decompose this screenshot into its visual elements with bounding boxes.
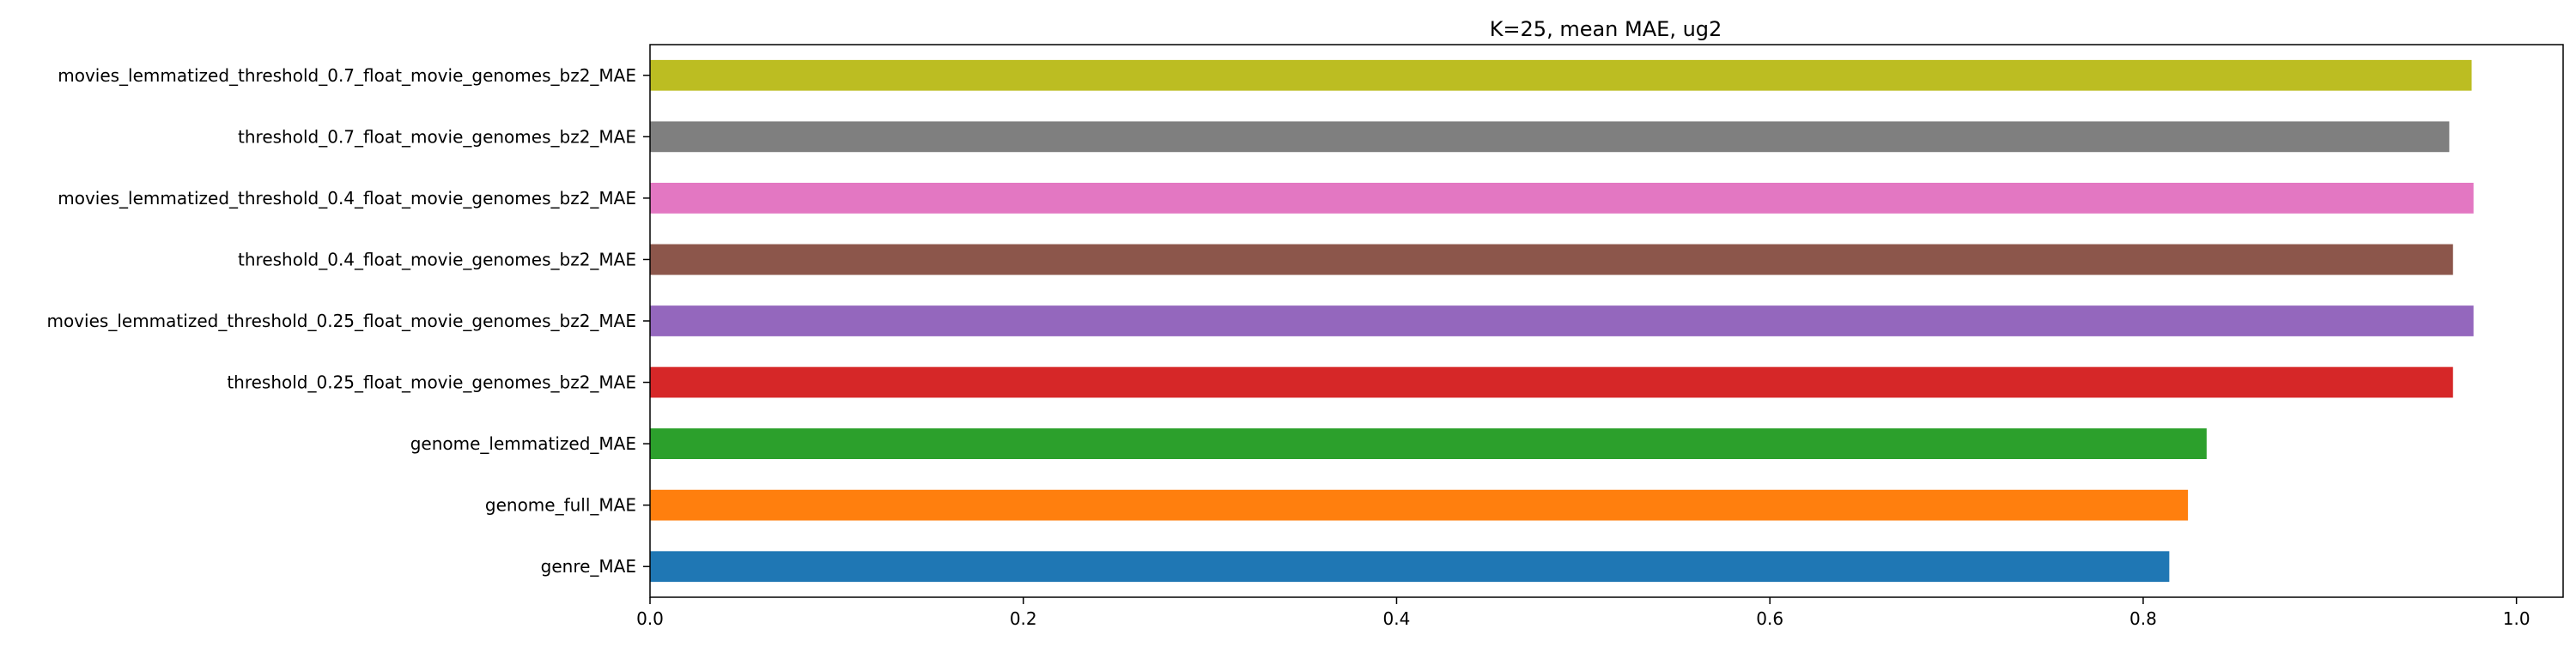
x-tick-label: 0.2 [1010, 608, 1037, 629]
x-tick-label: 0.0 [636, 608, 664, 629]
y-tick-label: genome_lemmatized_MAE [410, 433, 636, 454]
x-tick-label: 1.0 [2503, 608, 2530, 629]
y-tick-labels: genre_MAE genome_full_MAE genome_lemmatize… [47, 65, 650, 577]
y-tick-label: genome_full_MAE [485, 495, 636, 516]
y-tick-label: movies_lemmatized_threshold_0.4_float_mo… [58, 188, 636, 209]
bar-threshold_0.4_float_movie_genomes_bz2_MAE [650, 244, 2453, 275]
chart-title: K=25, mean MAE, ug2 [1490, 17, 1722, 41]
x-tick-label: 0.4 [1383, 608, 1411, 629]
x-tick-label: 0.8 [2129, 608, 2157, 629]
bar-movies_lemmatized_threshold_0.25_float_movie_genomes_bz2_MAE [650, 305, 2474, 336]
bar-genome_lemmatized_MAE [650, 428, 2207, 459]
bar-movies_lemmatized_threshold_0.7_float_movie_genomes_bz2_MAE [650, 59, 2472, 91]
y-tick-label: genre_MAE [541, 556, 636, 577]
x-ticks: 0.0 0.2 0.4 0.6 0.8 1.0 [636, 597, 2530, 629]
bar-genome_full_MAE [650, 489, 2189, 521]
bar-threshold_0.7_float_movie_genomes_bz2_MAE [650, 121, 2450, 153]
y-tick-label: movies_lemmatized_threshold_0.7_float_mo… [58, 65, 636, 86]
bar-genre_MAE [650, 551, 2170, 583]
x-tick-label: 0.6 [1756, 608, 1783, 629]
axes-frame [649, 44, 2564, 598]
bar-movies_lemmatized_threshold_0.4_float_movie_genomes_bz2_MAE [650, 183, 2474, 214]
y-tick-label: movies_lemmatized_threshold_0.25_float_m… [47, 311, 637, 331]
bars-group [650, 59, 2474, 583]
y-tick-label: threshold_0.25_float_movie_genomes_bz2_M… [227, 372, 636, 393]
y-tick-label: threshold_0.7_float_movie_genomes_bz2_MA… [238, 126, 636, 147]
bar-threshold_0.25_float_movie_genomes_bz2_MAE [650, 366, 2453, 398]
y-tick-label: threshold_0.4_float_movie_genomes_bz2_MA… [238, 249, 636, 269]
